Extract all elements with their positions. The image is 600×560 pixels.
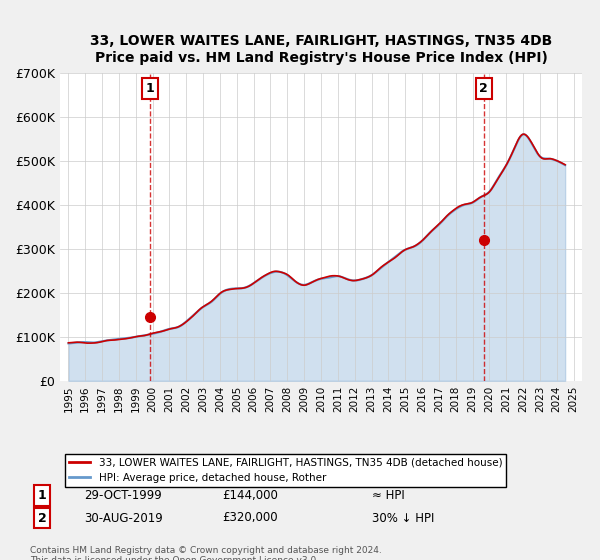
Text: 30-AUG-2019: 30-AUG-2019 (84, 511, 163, 525)
33, LOWER WAITES LANE, FAIRLIGHT, HASTINGS, TN35 4DB (detached house) (85, 340, 92, 347)
33, LOWER WAITES LANE, FAIRLIGHT, HASTINGS, TN35 4DB (detached house) (427, 228, 434, 235)
33, LOWER WAITES LANE, FAIRLIGHT, HASTINGS, TN35 4DB (detached house) (520, 131, 527, 138)
Text: £320,000: £320,000 (222, 511, 278, 525)
Text: 30% ↓ HPI: 30% ↓ HPI (372, 511, 434, 525)
33, LOWER WAITES LANE, FAIRLIGHT, HASTINGS, TN35 4DB (detached house) (425, 231, 432, 238)
Text: ≈ HPI: ≈ HPI (372, 489, 405, 502)
Text: Contains HM Land Registry data © Crown copyright and database right 2024.
This d: Contains HM Land Registry data © Crown c… (30, 546, 382, 560)
HPI: Average price, detached house, Rother: (2.02e+03, 4.09e+05): Average price, detached house, Rother: (… (472, 197, 479, 204)
33, LOWER WAITES LANE, FAIRLIGHT, HASTINGS, TN35 4DB (detached house) (126, 335, 133, 342)
Line: HPI: Average price, detached house, Rother: HPI: Average price, detached house, Roth… (68, 134, 565, 343)
Title: 33, LOWER WAITES LANE, FAIRLIGHT, HASTINGS, TN35 4DB
Price paid vs. HM Land Regi: 33, LOWER WAITES LANE, FAIRLIGHT, HASTIN… (90, 35, 552, 65)
33, LOWER WAITES LANE, FAIRLIGHT, HASTINGS, TN35 4DB (detached house) (562, 161, 569, 168)
HPI: Average price, detached house, Rother: (2.02e+03, 4.9e+05): Average price, detached house, Rother: (… (562, 162, 569, 169)
Line: 33, LOWER WAITES LANE, FAIRLIGHT, HASTINGS, TN35 4DB (detached house): 33, LOWER WAITES LANE, FAIRLIGHT, HASTIN… (68, 134, 565, 343)
33, LOWER WAITES LANE, FAIRLIGHT, HASTINGS, TN35 4DB (detached house) (379, 263, 386, 270)
HPI: Average price, detached house, Rother: (2.01e+03, 2.2e+05): Average price, detached house, Rother: (… (304, 281, 311, 287)
33, LOWER WAITES LANE, FAIRLIGHT, HASTINGS, TN35 4DB (detached house) (65, 339, 72, 346)
Text: 2: 2 (38, 511, 46, 525)
33, LOWER WAITES LANE, FAIRLIGHT, HASTINGS, TN35 4DB (detached house) (263, 271, 270, 278)
HPI: Average price, detached house, Rother: (2e+03, 8.5e+04): Average price, detached house, Rother: (… (65, 340, 72, 347)
HPI: Average price, detached house, Rother: (2.02e+03, 5.6e+05): Average price, detached house, Rother: (… (520, 131, 527, 138)
Text: 1: 1 (38, 489, 46, 502)
Text: 2: 2 (479, 82, 488, 95)
HPI: Average price, detached house, Rother: (2.01e+03, 2.18e+05): Average price, detached house, Rother: (… (301, 282, 308, 288)
HPI: Average price, detached house, Rother: (2.01e+03, 2.38e+05): Average price, detached house, Rother: (… (334, 273, 341, 279)
33, LOWER WAITES LANE, FAIRLIGHT, HASTINGS, TN35 4DB (detached house) (228, 286, 235, 292)
Text: 29-OCT-1999: 29-OCT-1999 (84, 489, 162, 502)
HPI: Average price, detached house, Rother: (2.02e+03, 5.02e+05): Average price, detached house, Rother: (… (551, 156, 558, 163)
Legend: 33, LOWER WAITES LANE, FAIRLIGHT, HASTINGS, TN35 4DB (detached house), HPI: Aver: 33, LOWER WAITES LANE, FAIRLIGHT, HASTIN… (65, 454, 506, 487)
HPI: Average price, detached house, Rother: (2.01e+03, 2.33e+05): Average price, detached house, Rother: (… (361, 275, 368, 282)
Text: £144,000: £144,000 (222, 489, 278, 502)
Text: 1: 1 (145, 82, 154, 95)
